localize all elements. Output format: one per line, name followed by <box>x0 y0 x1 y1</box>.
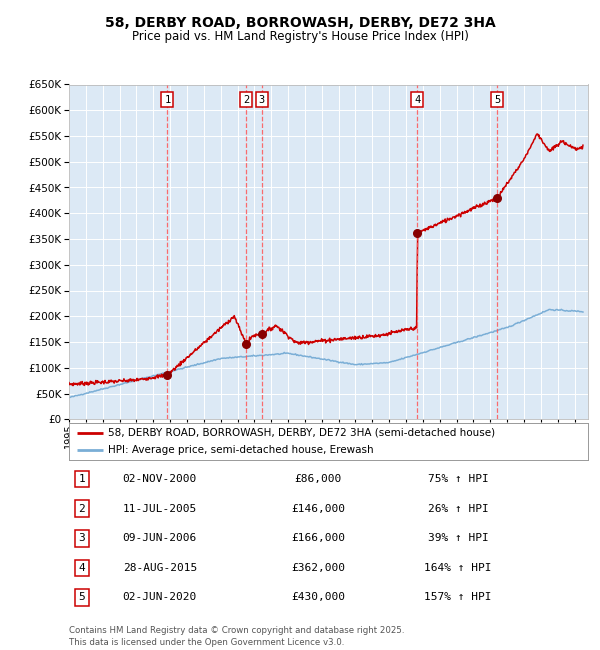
Text: 5: 5 <box>494 94 500 105</box>
Text: 58, DERBY ROAD, BORROWASH, DERBY, DE72 3HA (semi-detached house): 58, DERBY ROAD, BORROWASH, DERBY, DE72 3… <box>108 428 495 437</box>
Text: £166,000: £166,000 <box>291 533 345 543</box>
Text: 1: 1 <box>164 94 170 105</box>
Text: 4: 4 <box>79 563 85 573</box>
Text: £430,000: £430,000 <box>291 593 345 603</box>
Text: 28-AUG-2015: 28-AUG-2015 <box>122 563 197 573</box>
Text: 11-JUL-2005: 11-JUL-2005 <box>122 504 197 514</box>
Text: 09-JUN-2006: 09-JUN-2006 <box>122 533 197 543</box>
Text: 157% ↑ HPI: 157% ↑ HPI <box>425 593 492 603</box>
Text: Price paid vs. HM Land Registry's House Price Index (HPI): Price paid vs. HM Land Registry's House … <box>131 30 469 43</box>
Text: 2: 2 <box>243 94 250 105</box>
Text: 4: 4 <box>414 94 420 105</box>
Text: £362,000: £362,000 <box>291 563 345 573</box>
Text: £86,000: £86,000 <box>295 474 342 484</box>
Text: 1: 1 <box>79 474 85 484</box>
Text: HPI: Average price, semi-detached house, Erewash: HPI: Average price, semi-detached house,… <box>108 445 374 455</box>
Text: 02-NOV-2000: 02-NOV-2000 <box>122 474 197 484</box>
Text: 58, DERBY ROAD, BORROWASH, DERBY, DE72 3HA: 58, DERBY ROAD, BORROWASH, DERBY, DE72 3… <box>104 16 496 31</box>
Text: 164% ↑ HPI: 164% ↑ HPI <box>425 563 492 573</box>
Text: 3: 3 <box>259 94 265 105</box>
Text: 02-JUN-2020: 02-JUN-2020 <box>122 593 197 603</box>
Text: 26% ↑ HPI: 26% ↑ HPI <box>428 504 488 514</box>
Text: 2: 2 <box>79 504 85 514</box>
Text: Contains HM Land Registry data © Crown copyright and database right 2025.
This d: Contains HM Land Registry data © Crown c… <box>69 626 404 647</box>
Text: 5: 5 <box>79 593 85 603</box>
Text: £146,000: £146,000 <box>291 504 345 514</box>
Text: 75% ↑ HPI: 75% ↑ HPI <box>428 474 488 484</box>
Text: 3: 3 <box>79 533 85 543</box>
Text: 39% ↑ HPI: 39% ↑ HPI <box>428 533 488 543</box>
